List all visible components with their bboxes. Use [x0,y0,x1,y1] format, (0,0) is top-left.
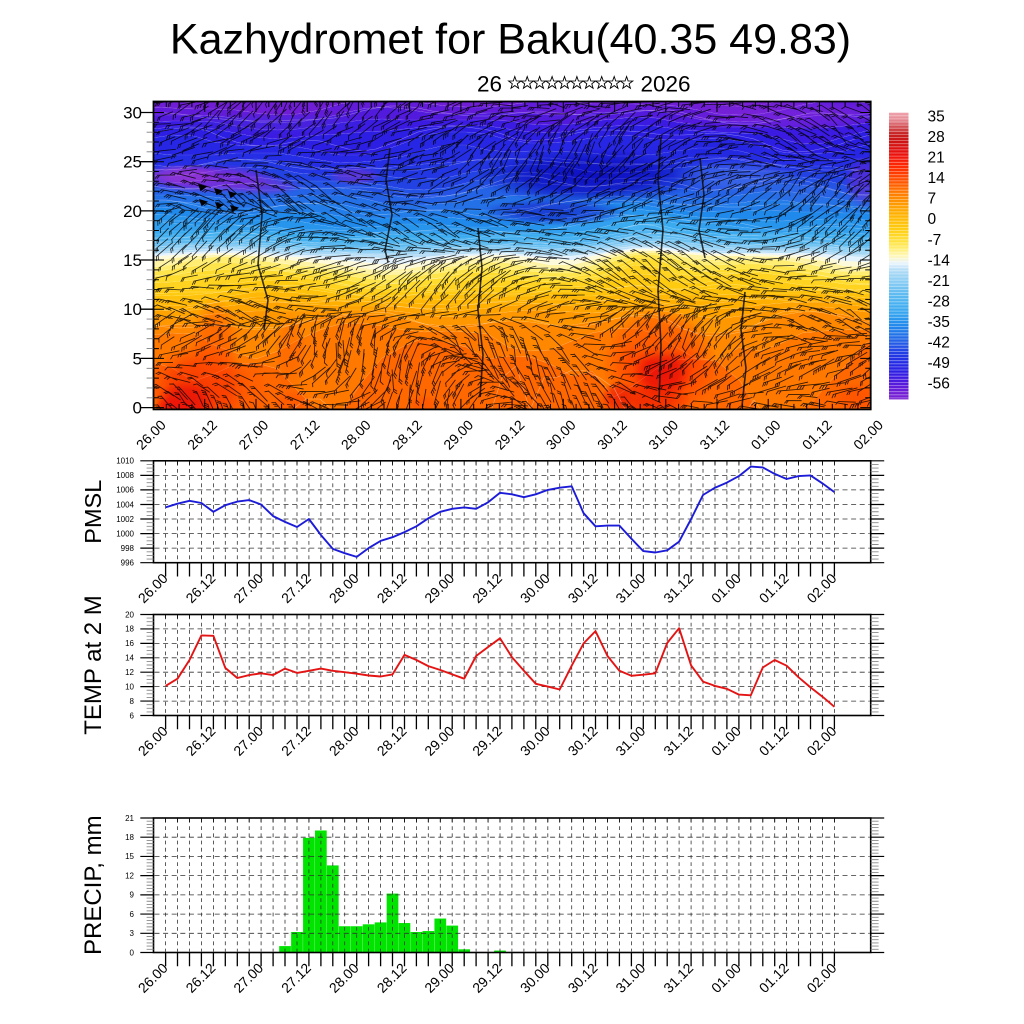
svg-text:14: 14 [125,654,134,663]
svg-text:-28: -28 [928,294,950,311]
svg-text:18: 18 [125,833,134,842]
svg-text:14: 14 [928,170,946,187]
svg-text:Kazhydromet for Baku(40.35 49.: Kazhydromet for Baku(40.35 49.83) [170,16,851,64]
svg-text:-49: -49 [928,355,950,372]
svg-text:20: 20 [125,610,134,619]
svg-text:3: 3 [130,929,135,938]
svg-text:30: 30 [123,104,142,123]
svg-text:1010: 1010 [116,457,134,466]
svg-text:PMSL: PMSL [80,480,106,544]
svg-text:5: 5 [133,349,142,368]
svg-text:10: 10 [125,682,134,691]
svg-text:1004: 1004 [116,500,134,509]
svg-text:26: 26 [477,72,502,97]
svg-text:1000: 1000 [116,529,134,538]
svg-text:20: 20 [123,202,142,221]
svg-text:-7: -7 [928,232,942,249]
svg-text:15: 15 [123,251,142,270]
svg-text:-56: -56 [928,376,950,393]
svg-text:16: 16 [125,639,134,648]
svg-text:-35: -35 [928,314,950,331]
svg-text:21: 21 [928,150,945,167]
svg-text:0: 0 [133,399,142,418]
svg-text:35: 35 [928,109,945,126]
svg-text:7: 7 [928,191,937,208]
svg-text:0: 0 [130,948,135,957]
svg-text:PRECIP, mm: PRECIP, mm [80,815,107,955]
svg-text:6: 6 [130,711,135,720]
svg-text:10: 10 [123,300,142,319]
svg-text:TEMP at 2 M: TEMP at 2 M [80,595,107,735]
svg-text:0: 0 [928,211,937,228]
svg-text:25: 25 [123,153,142,172]
svg-text:18: 18 [125,625,134,634]
svg-text:2026: 2026 [641,72,691,97]
svg-text:28: 28 [928,129,945,146]
svg-text:12: 12 [125,871,134,880]
svg-text:6: 6 [130,910,135,919]
svg-text:21: 21 [125,814,134,823]
svg-text:12: 12 [125,668,134,677]
svg-text:998: 998 [121,544,135,553]
svg-text:15: 15 [125,852,134,861]
svg-text:1002: 1002 [116,515,134,524]
svg-text:1008: 1008 [116,471,134,480]
svg-text:-21: -21 [928,273,950,290]
svg-text:996: 996 [121,559,135,568]
svg-text:1006: 1006 [116,486,134,495]
svg-text:-42: -42 [928,335,950,352]
svg-text:-14: -14 [928,252,951,269]
svg-text:9: 9 [130,891,135,900]
svg-text:8: 8 [130,697,135,706]
